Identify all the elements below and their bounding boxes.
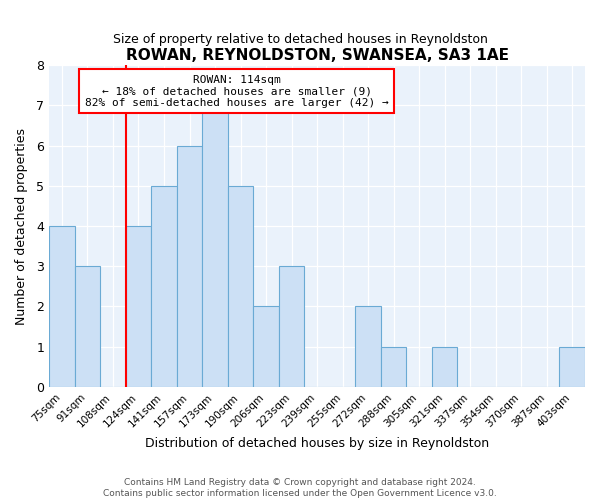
Bar	[432, 346, 457, 387]
Title: ROWAN, REYNOLDSTON, SWANSEA, SA3 1AE: ROWAN, REYNOLDSTON, SWANSEA, SA3 1AE	[125, 48, 509, 62]
Bar	[279, 266, 304, 387]
Bar	[253, 306, 279, 387]
Bar	[49, 226, 75, 387]
X-axis label: Distribution of detached houses by size in Reynoldston: Distribution of detached houses by size …	[145, 437, 489, 450]
Bar	[228, 186, 253, 387]
Bar	[75, 266, 100, 387]
Bar	[355, 306, 381, 387]
Bar	[151, 186, 177, 387]
Text: Contains HM Land Registry data © Crown copyright and database right 2024.
Contai: Contains HM Land Registry data © Crown c…	[103, 478, 497, 498]
Bar	[126, 226, 151, 387]
Bar	[381, 346, 406, 387]
Bar	[177, 146, 202, 387]
Bar	[202, 106, 228, 387]
Bar	[559, 346, 585, 387]
Text: Size of property relative to detached houses in Reynoldston: Size of property relative to detached ho…	[113, 34, 487, 46]
Text: ROWAN: 114sqm
← 18% of detached houses are smaller (9)
82% of semi-detached hous: ROWAN: 114sqm ← 18% of detached houses a…	[85, 74, 389, 108]
Y-axis label: Number of detached properties: Number of detached properties	[15, 128, 28, 324]
